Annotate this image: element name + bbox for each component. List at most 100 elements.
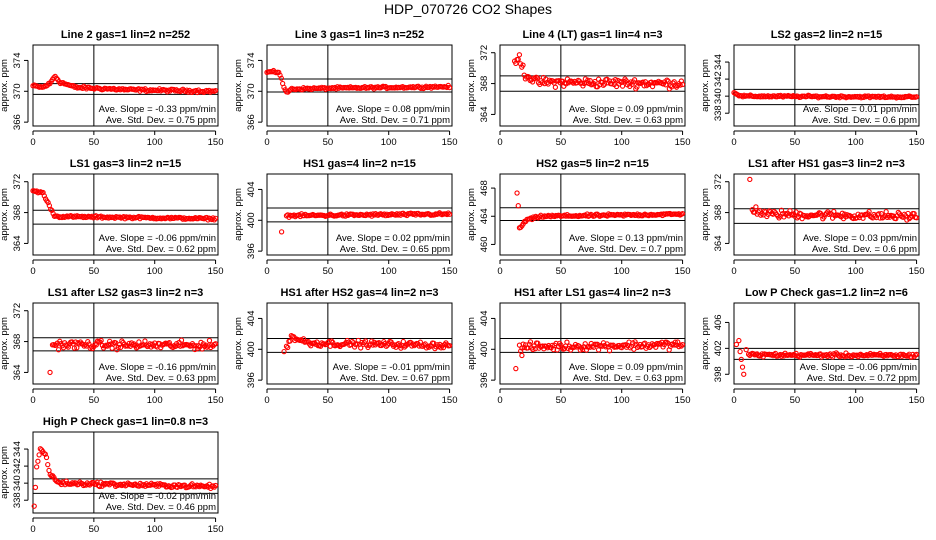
- panel-title: HS1 after LS1 gas=4 lin=2 n=3: [514, 287, 671, 299]
- y-axis-label: approx. ppm: [233, 59, 244, 112]
- y-tick-label: 364: [12, 364, 23, 380]
- x-tick-label: 100: [381, 395, 397, 406]
- std-dev-text: Ave. Std. Dev. = 0.46 ppm: [106, 502, 216, 513]
- x-tick-label: 150: [208, 137, 224, 148]
- slope-text: Ave. Slope = -0.02 ppm/min: [99, 491, 216, 502]
- data-point: [743, 347, 749, 353]
- data-point: [212, 87, 219, 94]
- x-tick-label: 50: [790, 395, 801, 406]
- chart-panel: HS1 gas=4 lin=2 n=15 0 50 100 150 396 400 404ap…: [233, 158, 457, 277]
- y-tick-label: 338: [12, 492, 23, 508]
- plot-frame: [266, 302, 453, 385]
- data-point: [558, 342, 564, 348]
- y-axis-label: approx. ppm: [466, 59, 477, 112]
- x-tick-label: 0: [264, 395, 269, 406]
- data-point: [440, 344, 447, 351]
- y-tick-label: 396: [479, 372, 490, 388]
- data-point: [905, 210, 911, 217]
- data-point: [866, 209, 872, 215]
- data-point: [278, 75, 284, 81]
- data-point: [446, 211, 453, 217]
- data-point: [527, 339, 534, 345]
- data-point: [600, 82, 607, 88]
- data-point: [311, 340, 318, 346]
- data-point: [43, 454, 50, 461]
- y-axis-label: approx. ppm: [466, 188, 477, 241]
- data-point: [36, 452, 42, 458]
- y-axis-label: approx. ppm: [700, 59, 711, 112]
- data-point: [53, 75, 60, 81]
- y-tick-label: 464: [479, 208, 490, 224]
- data-point: [45, 461, 51, 468]
- chart-panel: Line 3 gas=1 lin=3 n=252 0 50 100 150 366 370 3…: [233, 29, 457, 148]
- plot-frame: [32, 173, 219, 256]
- x-tick-label: 0: [264, 137, 269, 148]
- std-dev-text: Ave. Std. Dev. = 0.63 ppm: [573, 373, 683, 384]
- y-tick-label: 396: [246, 243, 257, 259]
- std-dev-text: Ave. Std. Dev. = 0.65 ppm: [340, 244, 450, 255]
- panel-title: HS1 after HS2 gas=4 lin=2 n=3: [280, 287, 438, 299]
- slope-text: Ave. Slope = 0.08 ppm/min: [336, 104, 450, 115]
- data-point: [109, 345, 115, 351]
- data-point: [532, 75, 538, 82]
- panels-grid: Line 2 gas=1 lin=2 n=252 0 50 100 150 366 370 3…: [0, 29, 924, 535]
- x-tick-label: 100: [614, 266, 630, 277]
- data-point: [281, 348, 287, 355]
- x-tick-label: 0: [731, 137, 736, 148]
- y-tick-label: 364: [713, 235, 724, 251]
- data-point: [606, 348, 613, 354]
- data-point: [444, 342, 450, 348]
- x-tick-label: 100: [848, 395, 864, 406]
- y-tick-label: 340: [713, 88, 724, 104]
- data-point: [677, 342, 683, 348]
- data-point: [283, 343, 290, 349]
- figure-title: HDP_070726 CO2 Shapes: [384, 1, 552, 17]
- data-point: [913, 94, 920, 100]
- data-point: [98, 337, 104, 344]
- chart-panel: LS1 gas=3 lin=2 n=15 0 50 100 150 364 368 372ap…: [0, 158, 223, 277]
- data-point: [821, 214, 827, 220]
- y-tick-label: 338: [713, 105, 724, 121]
- data-point: [358, 345, 364, 351]
- x-tick-label: 0: [731, 266, 736, 277]
- data-point: [115, 344, 121, 351]
- data-point: [679, 342, 686, 348]
- y-tick-label: 402: [713, 340, 724, 356]
- slope-text: Ave. Slope = -0.06 ppm/min: [99, 233, 216, 244]
- x-tick-label: 100: [614, 395, 630, 406]
- x-tick-label: 0: [30, 395, 35, 406]
- data-point: [428, 85, 434, 91]
- x-tick-label: 150: [442, 266, 458, 277]
- x-tick-label: 0: [30, 266, 35, 277]
- chart-panel: HS1 after LS1 gas=4 lin=2 n=3 0 50 100 150 39…: [466, 287, 690, 406]
- data-point: [51, 75, 57, 81]
- data-point: [212, 482, 219, 489]
- data-point: [125, 343, 131, 349]
- data-point: [446, 343, 453, 349]
- data-point: [519, 352, 525, 359]
- data-point: [276, 69, 282, 76]
- x-tick-label: 0: [264, 266, 269, 277]
- data-point: [579, 80, 585, 86]
- data-point: [663, 82, 669, 88]
- data-point: [175, 342, 181, 349]
- slope-text: Ave. Slope = -0.01 ppm/min: [333, 362, 450, 373]
- y-tick-label: 396: [246, 372, 257, 388]
- data-point: [826, 211, 832, 218]
- data-point: [671, 342, 677, 348]
- x-tick-label: 150: [909, 137, 925, 148]
- y-tick-label: 340: [12, 475, 23, 491]
- slope-text: Ave. Slope = 0.03 ppm/min: [803, 233, 917, 244]
- y-tick-label: 366: [12, 114, 23, 130]
- x-tick-label: 100: [147, 137, 163, 148]
- data-point: [32, 484, 39, 491]
- y-tick-label: 404: [246, 310, 257, 326]
- y-axis-label: approx. ppm: [0, 317, 10, 370]
- x-tick-label: 150: [208, 266, 224, 277]
- y-axis-label: approx. ppm: [233, 188, 244, 241]
- data-point: [739, 364, 746, 370]
- data-point: [583, 347, 590, 353]
- y-tick-label: 344: [713, 54, 724, 70]
- data-point: [747, 176, 753, 183]
